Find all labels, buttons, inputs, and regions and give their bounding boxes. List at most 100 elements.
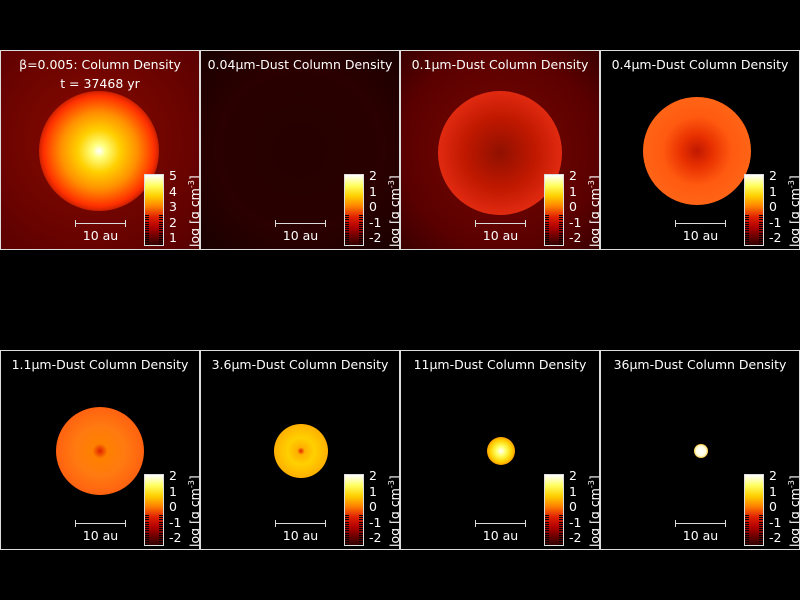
- colorbar: [144, 174, 164, 246]
- colorbar: [544, 474, 564, 546]
- colorbar-tick: [359, 528, 363, 530]
- tick-label: 0: [369, 499, 377, 514]
- colorbar-tick: [159, 517, 163, 519]
- tick-label: 2: [369, 168, 377, 183]
- dust-density-image: [438, 91, 562, 215]
- colorbar-tick: [345, 230, 349, 232]
- colorbar-tick: [359, 537, 363, 538]
- colorbar-tick: [159, 530, 163, 532]
- tick-label: 0: [769, 199, 777, 214]
- scale-bar: [275, 220, 326, 227]
- tick-label: 0: [169, 499, 177, 514]
- colorbar-tick: [745, 517, 749, 519]
- tick-label: 1: [369, 483, 377, 499]
- colorbar-tick: [759, 230, 763, 232]
- colorbar-tick: [145, 234, 149, 236]
- colorbar-tick: [359, 234, 363, 236]
- colorbar-tick: [345, 528, 349, 530]
- tick-label: 5: [169, 168, 177, 183]
- colorbar-tick: [745, 528, 749, 530]
- scale-label: 10 au: [82, 528, 119, 543]
- scale-label: 10 au: [682, 528, 719, 543]
- colorbar-tick: [759, 539, 763, 541]
- dust-density-image: [56, 407, 144, 495]
- colorbar-tick: [745, 223, 749, 225]
- colorbar-unit: log [g cm-3]: [187, 475, 200, 547]
- tick-label: 1: [569, 483, 577, 499]
- colorbar-tick: [145, 528, 149, 530]
- colorbar-tick: [545, 243, 549, 245]
- colorbar-tick: [745, 234, 749, 236]
- tick-label: -2: [569, 530, 582, 545]
- colorbar-tick: [745, 219, 749, 221]
- colorbar-tick: [345, 232, 349, 234]
- scale-bar: [275, 520, 326, 527]
- colorbar-tick: [559, 539, 563, 541]
- tick-label: -1: [569, 514, 582, 530]
- colorbar-tick: [145, 517, 149, 519]
- scale-label: 10 au: [282, 228, 319, 243]
- colorbar-tick: [559, 530, 563, 532]
- scale-bar: [675, 520, 726, 527]
- panel-title: 0.4μm-Dust Column Density: [611, 57, 789, 72]
- colorbar-tick: [559, 537, 563, 538]
- colorbar-tick: [159, 219, 163, 221]
- tick-label: -2: [169, 530, 182, 545]
- colorbar: [744, 174, 764, 246]
- colorbar-tick: [345, 532, 349, 534]
- colorbar-tick: [359, 223, 363, 225]
- colorbar-ticks: 5 4 3 2 1: [169, 168, 191, 246]
- colorbar-tick: [759, 534, 763, 536]
- colorbar-tick: [345, 537, 349, 538]
- colorbar-tick: [745, 241, 749, 243]
- tick-label: 0: [569, 499, 577, 514]
- colorbar-tick: [345, 226, 349, 227]
- colorbar-tick: [745, 515, 749, 516]
- colorbar-tick: [545, 517, 549, 519]
- colorbar-tick: [559, 543, 563, 545]
- colorbar-tick: [759, 239, 763, 241]
- colorbar-tick: [345, 539, 349, 541]
- colorbar-tick: [545, 239, 549, 241]
- colorbar-tick: [359, 226, 363, 227]
- panel-dust-36: 36μm-Dust Column Density 10 au 2 1 0 -1 …: [600, 350, 800, 550]
- panel-title: β=0.005: Column Density: [19, 57, 181, 72]
- panel-title: 1.1μm-Dust Column Density: [11, 357, 189, 372]
- colorbar-tick: [345, 519, 349, 521]
- colorbar-tick: [545, 515, 549, 516]
- colorbar-tick: [545, 523, 549, 525]
- colorbar-tick: [545, 534, 549, 536]
- colorbar-tick: [145, 228, 149, 230]
- colorbar-tick: [359, 232, 363, 234]
- tick-label: 0: [569, 199, 577, 214]
- colorbar-tick: [745, 534, 749, 536]
- colorbar-tick: [559, 541, 563, 543]
- colorbar-tick: [545, 219, 549, 221]
- colorbar-tick: [345, 234, 349, 236]
- colorbar-tick: [359, 526, 363, 527]
- scale-label: 10 au: [482, 528, 519, 543]
- colorbar-tick: [359, 239, 363, 241]
- colorbar-tick: [359, 215, 363, 216]
- colorbar-tick: [559, 517, 563, 519]
- colorbar-tick: [159, 523, 163, 525]
- tick-label: -2: [769, 530, 782, 545]
- colorbar-tick: [345, 523, 349, 525]
- tick-label: 2: [369, 468, 377, 483]
- colorbar-tick: [559, 532, 563, 534]
- colorbar-tick: [159, 534, 163, 536]
- colorbar-tick: [359, 230, 363, 232]
- colorbar-tick: [159, 230, 163, 232]
- colorbar-tick: [745, 232, 749, 234]
- colorbar-tick: [759, 526, 763, 527]
- colorbar-tick: [559, 228, 563, 230]
- colorbar-tick: [559, 230, 563, 232]
- dust-density-image: [643, 97, 751, 205]
- colorbar-tick: [145, 523, 149, 525]
- colorbar-tick: [359, 517, 363, 519]
- colorbar-tick: [545, 215, 549, 216]
- colorbar-tick: [745, 521, 749, 523]
- colorbar-tick: [345, 228, 349, 230]
- scale-label: 10 au: [682, 228, 719, 243]
- colorbar: [144, 474, 164, 546]
